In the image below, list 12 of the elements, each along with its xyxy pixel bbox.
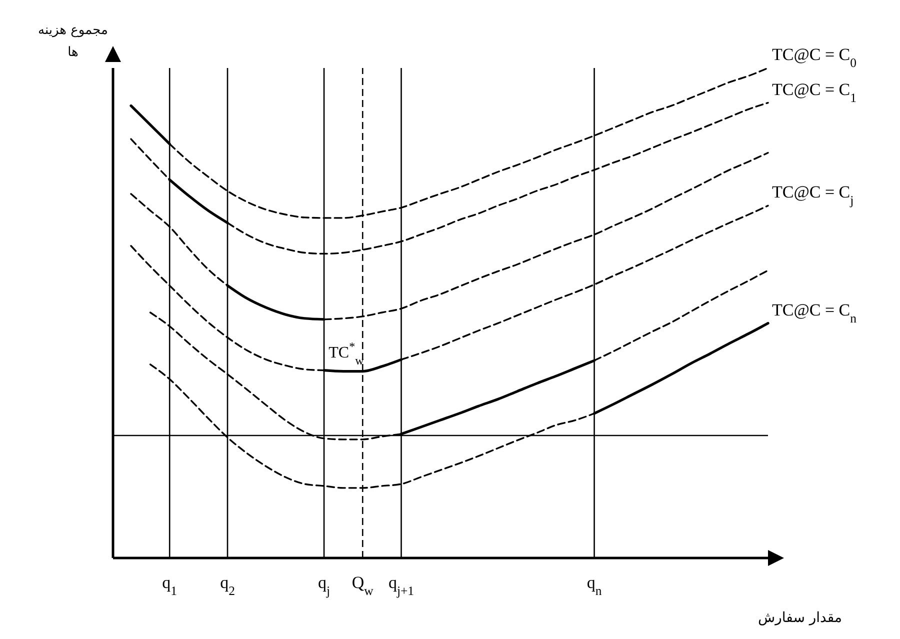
x-tick-label: q$_{2}$ xyxy=(220,573,235,598)
series-label: TC@C = C$_{n}$ xyxy=(772,300,858,326)
series-label: TC@C = C$_{1}$ xyxy=(772,80,857,105)
x-tick-label: q$_{n}$ xyxy=(586,573,602,598)
x-axis-title: مقدار سفارش xyxy=(758,610,842,626)
x-tick-label: q$_{j+1}$ xyxy=(388,573,414,598)
y-axis-title: مجموع هزینه ها xyxy=(38,22,108,62)
series-label: TC@C = C$_{j}$ xyxy=(772,182,854,208)
series-label: TC@C = C$_{0}$ xyxy=(772,45,857,70)
x-tick-label: Q$_{w}$ xyxy=(352,573,374,598)
x-tick-label: q$_{1}$ xyxy=(162,573,178,598)
x-tick-label: q$_{j}$ xyxy=(318,573,330,598)
